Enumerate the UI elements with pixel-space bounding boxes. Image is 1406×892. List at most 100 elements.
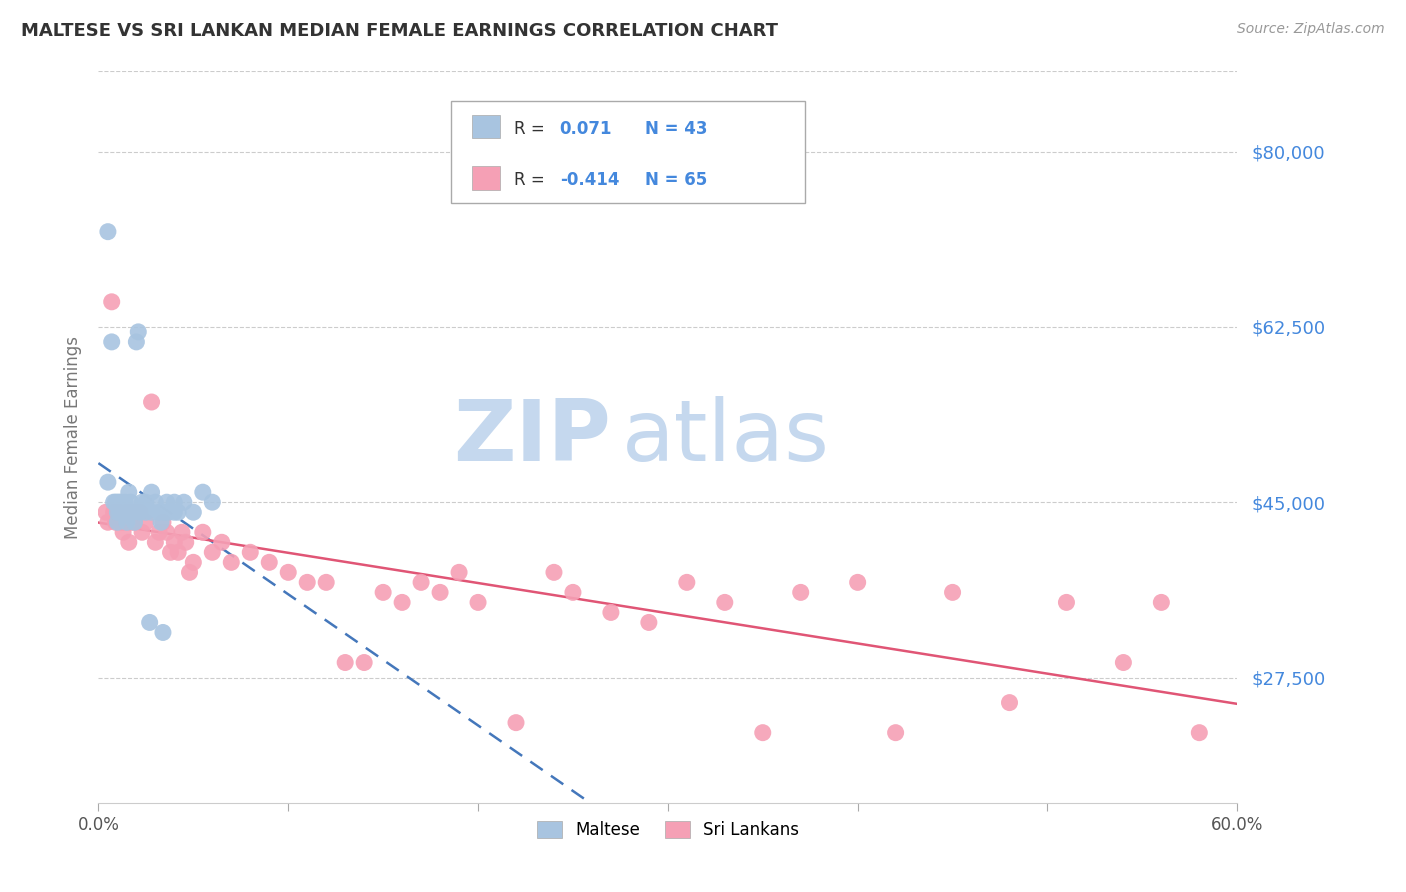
Point: [157, 505, 180, 519]
Point: [115, 505, 138, 519]
Point: [167, 545, 190, 559]
Point: [259, 555, 281, 569]
Point: [676, 575, 699, 590]
Point: [148, 505, 170, 519]
Point: [167, 505, 190, 519]
Point: [145, 535, 167, 549]
Text: R =: R =: [515, 171, 550, 189]
Point: [125, 334, 148, 349]
Point: [107, 515, 129, 529]
Point: [152, 625, 174, 640]
Point: [191, 525, 214, 540]
Point: [201, 545, 224, 559]
Point: [163, 495, 186, 509]
Text: MALTESE VS SRI LANKAN MEDIAN FEMALE EARNINGS CORRELATION CHART: MALTESE VS SRI LANKAN MEDIAN FEMALE EARN…: [21, 22, 778, 40]
Point: [112, 525, 135, 540]
Point: [114, 515, 136, 529]
Point: [156, 525, 179, 540]
Point: [277, 566, 299, 580]
Point: [543, 566, 565, 580]
Point: [114, 495, 136, 509]
Point: [239, 545, 262, 559]
Point: [138, 615, 160, 630]
Point: [371, 585, 394, 599]
Point: [104, 515, 127, 529]
Point: [790, 585, 813, 599]
Point: [115, 505, 138, 519]
Text: -0.414: -0.414: [560, 171, 619, 189]
Point: [135, 515, 157, 529]
Point: [173, 495, 195, 509]
Point: [884, 725, 907, 739]
Point: [411, 575, 433, 590]
Point: [107, 495, 129, 509]
Point: [107, 505, 129, 519]
Point: [115, 515, 138, 529]
Text: ZIP: ZIP: [453, 395, 612, 479]
Point: [201, 495, 224, 509]
Point: [846, 575, 869, 590]
Point: [449, 566, 471, 580]
Point: [150, 515, 173, 529]
Point: [297, 575, 319, 590]
Point: [156, 495, 179, 509]
Point: [335, 656, 357, 670]
Point: [163, 535, 186, 549]
FancyBboxPatch shape: [451, 101, 804, 203]
Legend: Maltese, Sri Lankans: Maltese, Sri Lankans: [530, 814, 806, 846]
Text: 0.071: 0.071: [560, 120, 612, 138]
Point: [183, 505, 205, 519]
Point: [108, 505, 131, 519]
Bar: [472, 166, 501, 190]
Point: [714, 595, 737, 609]
Point: [1150, 595, 1173, 609]
Text: N = 65: N = 65: [645, 171, 707, 189]
Point: [120, 495, 142, 509]
Point: [135, 495, 157, 509]
Text: N = 43: N = 43: [645, 120, 707, 138]
Point: [211, 535, 233, 549]
Point: [104, 495, 127, 509]
Point: [131, 495, 153, 509]
Point: [100, 334, 122, 349]
Point: [353, 656, 375, 670]
Point: [998, 696, 1021, 710]
Point: [148, 525, 170, 540]
Point: [505, 715, 527, 730]
Y-axis label: Median Female Earnings: Median Female Earnings: [65, 335, 83, 539]
Point: [100, 294, 122, 309]
Point: [103, 505, 125, 519]
Point: [1056, 595, 1078, 609]
Point: [120, 515, 142, 529]
Point: [108, 495, 131, 509]
Point: [391, 595, 413, 609]
Point: [141, 505, 163, 519]
Point: [600, 606, 623, 620]
Point: [179, 566, 201, 580]
Point: [121, 505, 143, 519]
Point: [429, 585, 451, 599]
Point: [638, 615, 661, 630]
Point: [152, 515, 174, 529]
Point: [97, 515, 120, 529]
Point: [131, 525, 153, 540]
Point: [1112, 656, 1135, 670]
Point: [752, 725, 775, 739]
Point: [94, 505, 117, 519]
Point: [942, 585, 965, 599]
Point: [221, 555, 243, 569]
Bar: [472, 115, 501, 138]
Text: Source: ZipAtlas.com: Source: ZipAtlas.com: [1237, 22, 1385, 37]
Point: [159, 545, 181, 559]
Point: [129, 505, 152, 519]
Point: [141, 485, 163, 500]
Point: [110, 495, 132, 509]
Point: [153, 505, 176, 519]
Point: [170, 525, 193, 540]
Point: [174, 535, 197, 549]
Point: [108, 505, 131, 519]
Point: [125, 505, 148, 519]
Point: [110, 515, 132, 529]
Point: [127, 325, 149, 339]
Point: [129, 505, 152, 519]
